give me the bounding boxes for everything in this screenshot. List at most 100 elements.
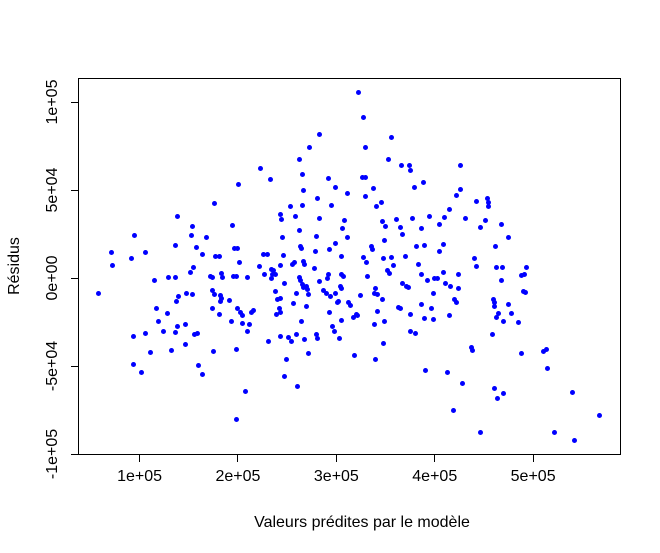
data-point [274, 296, 280, 302]
data-point [240, 312, 246, 318]
data-point [326, 246, 332, 252]
data-point [372, 321, 378, 327]
data-point [257, 264, 263, 269]
y-axis-tick-label: -1e+05 [44, 429, 61, 480]
data-point [325, 272, 331, 278]
data-point [276, 305, 282, 311]
y-axis-tick [71, 365, 78, 367]
data-point [230, 273, 236, 279]
data-point [264, 251, 270, 257]
data-point [375, 309, 381, 315]
data-point [325, 175, 331, 181]
data-point [299, 319, 305, 325]
data-point [360, 175, 366, 181]
data-point [483, 218, 489, 224]
data-point [457, 162, 463, 168]
data-point [200, 371, 206, 377]
data-point [451, 297, 457, 303]
data-point [381, 255, 387, 261]
data-point [217, 299, 223, 305]
data-point [388, 134, 394, 140]
data-point [432, 276, 438, 282]
data-point [176, 293, 182, 299]
data-point [441, 241, 447, 247]
data-point [419, 272, 425, 278]
data-point [297, 228, 303, 234]
data-point [385, 267, 391, 273]
data-point [390, 263, 396, 269]
data-point [340, 274, 346, 280]
data-point [393, 217, 399, 222]
data-point [328, 203, 334, 209]
data-point [233, 274, 239, 280]
data-point [326, 309, 332, 315]
data-point [492, 300, 498, 306]
data-point [183, 342, 189, 348]
data-point [147, 350, 153, 356]
plot-area [78, 78, 621, 455]
data-point [361, 114, 367, 120]
data-point [209, 306, 215, 312]
data-point [210, 348, 216, 354]
data-point [324, 291, 330, 297]
data-point [142, 331, 148, 337]
data-point [151, 278, 157, 284]
data-point [473, 263, 479, 269]
x-axis-tick-label: 1e+05 [117, 468, 163, 485]
data-point [407, 328, 413, 334]
data-point [235, 245, 241, 251]
data-point [338, 317, 344, 323]
data-point [191, 265, 197, 271]
data-point [453, 192, 459, 198]
data-point [209, 287, 215, 293]
data-point [129, 256, 135, 262]
data-point [313, 248, 319, 254]
data-point [173, 275, 179, 281]
data-point [306, 350, 312, 356]
data-point [369, 244, 375, 250]
data-point [351, 352, 357, 358]
data-point [251, 307, 257, 313]
data-point [155, 319, 161, 325]
data-point [496, 311, 502, 317]
data-point [212, 254, 218, 260]
data-point [406, 163, 412, 169]
data-point [306, 292, 312, 298]
data-point [372, 291, 378, 297]
data-point [165, 274, 171, 280]
data-point [142, 250, 148, 256]
data-point [344, 234, 350, 240]
data-point [485, 196, 491, 202]
data-point [411, 184, 417, 190]
data-point [132, 232, 138, 238]
data-point [339, 225, 345, 231]
x-axis-tick [139, 455, 141, 462]
data-point [459, 380, 465, 386]
data-point [277, 295, 283, 301]
data-point [478, 225, 484, 231]
data-point [506, 234, 512, 240]
data-point [365, 274, 371, 280]
y-axis-title: Résidus [6, 237, 23, 295]
y-axis-tick [71, 453, 78, 455]
data-point [240, 320, 246, 326]
data-point [277, 263, 283, 269]
data-point [422, 315, 428, 321]
data-point [321, 288, 327, 294]
data-point [569, 389, 575, 395]
data-point [380, 218, 386, 224]
data-point [228, 319, 234, 325]
data-point [238, 309, 244, 315]
data-point [429, 305, 435, 311]
data-point [350, 315, 356, 321]
data-point [405, 285, 411, 291]
data-point [409, 216, 415, 222]
data-point [494, 314, 500, 320]
data-point [281, 373, 287, 379]
x-axis-title: Valeurs prédites par le modèle [254, 514, 470, 531]
data-point [314, 331, 320, 337]
data-point [314, 233, 320, 239]
data-point [249, 310, 255, 316]
data-point [236, 181, 242, 187]
data-point [596, 412, 602, 418]
